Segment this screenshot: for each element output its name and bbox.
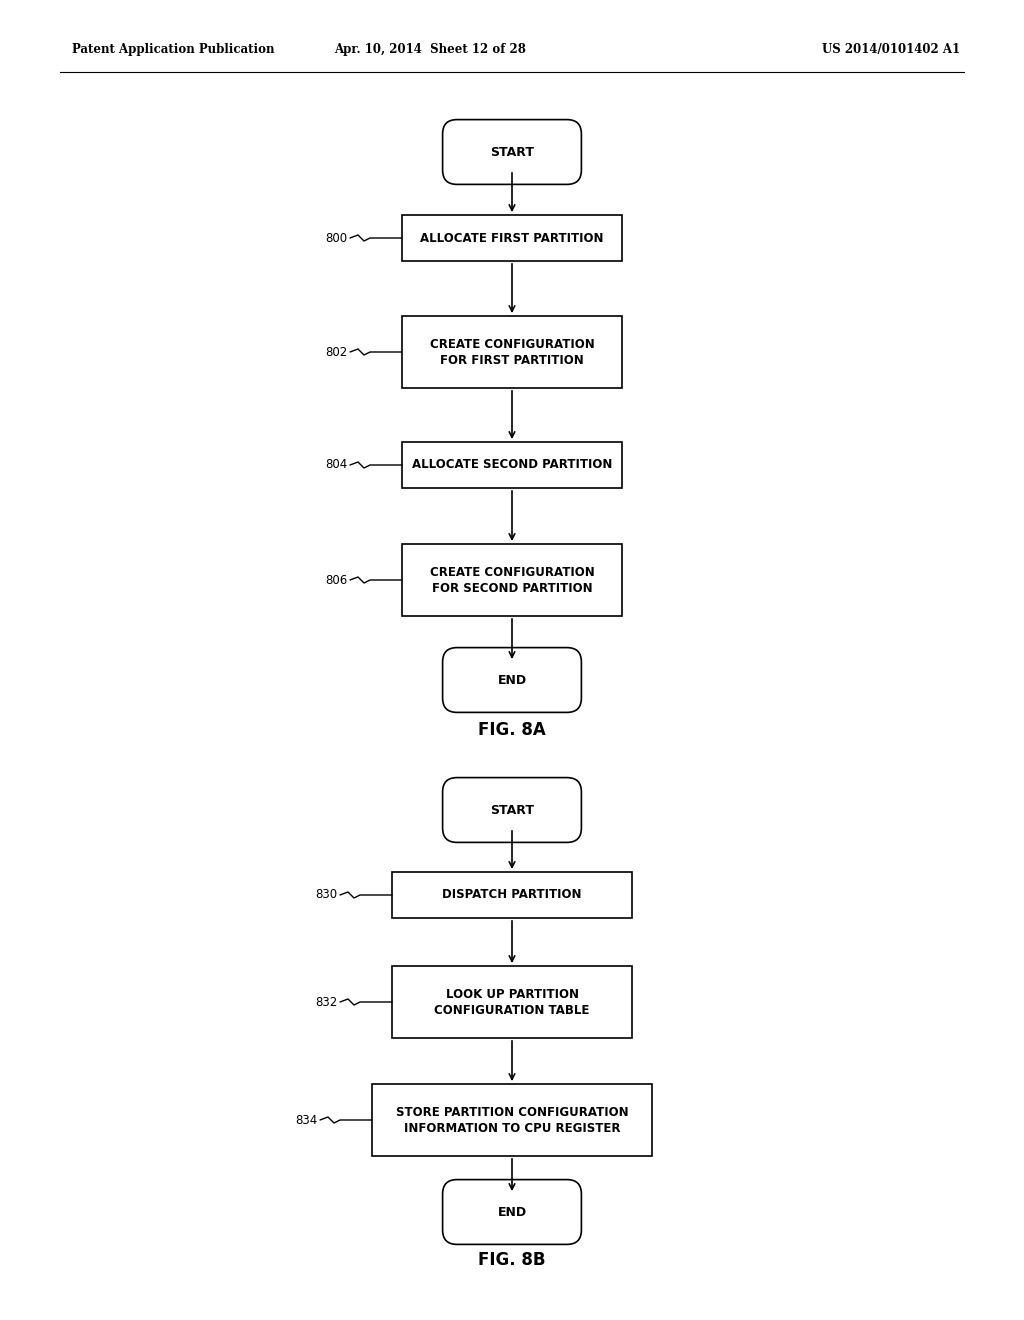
Text: LOOK UP PARTITION
CONFIGURATION TABLE: LOOK UP PARTITION CONFIGURATION TABLE xyxy=(434,987,590,1016)
Text: START: START xyxy=(490,804,534,817)
Text: STORE PARTITION CONFIGURATION
INFORMATION TO CPU REGISTER: STORE PARTITION CONFIGURATION INFORMATIO… xyxy=(395,1106,629,1134)
FancyBboxPatch shape xyxy=(442,648,582,713)
Text: 834: 834 xyxy=(295,1114,317,1126)
Bar xyxy=(372,1084,652,1156)
FancyBboxPatch shape xyxy=(442,1180,582,1245)
Text: END: END xyxy=(498,673,526,686)
Text: DISPATCH PARTITION: DISPATCH PARTITION xyxy=(442,888,582,902)
Bar xyxy=(402,315,622,388)
Text: 802: 802 xyxy=(325,346,347,359)
Text: 830: 830 xyxy=(314,888,337,902)
Text: ALLOCATE FIRST PARTITION: ALLOCATE FIRST PARTITION xyxy=(420,231,604,244)
Text: START: START xyxy=(490,145,534,158)
Text: CREATE CONFIGURATION
FOR SECOND PARTITION: CREATE CONFIGURATION FOR SECOND PARTITIO… xyxy=(430,565,594,594)
Text: Patent Application Publication: Patent Application Publication xyxy=(72,44,274,57)
Text: CREATE CONFIGURATION
FOR FIRST PARTITION: CREATE CONFIGURATION FOR FIRST PARTITION xyxy=(430,338,594,367)
Text: FIG. 8B: FIG. 8B xyxy=(478,1251,546,1269)
Bar xyxy=(402,215,622,261)
Bar xyxy=(392,966,632,1038)
FancyBboxPatch shape xyxy=(442,120,582,185)
Text: Apr. 10, 2014  Sheet 12 of 28: Apr. 10, 2014 Sheet 12 of 28 xyxy=(334,44,526,57)
Text: US 2014/0101402 A1: US 2014/0101402 A1 xyxy=(822,44,961,57)
Bar xyxy=(402,544,622,616)
Text: 804: 804 xyxy=(325,458,347,471)
Text: ALLOCATE SECOND PARTITION: ALLOCATE SECOND PARTITION xyxy=(412,458,612,471)
Bar xyxy=(392,873,632,917)
Bar xyxy=(402,442,622,488)
Text: END: END xyxy=(498,1205,526,1218)
Text: 800: 800 xyxy=(325,231,347,244)
Text: FIG. 8A: FIG. 8A xyxy=(478,721,546,739)
FancyBboxPatch shape xyxy=(442,777,582,842)
Text: 806: 806 xyxy=(325,573,347,586)
Text: 832: 832 xyxy=(314,995,337,1008)
